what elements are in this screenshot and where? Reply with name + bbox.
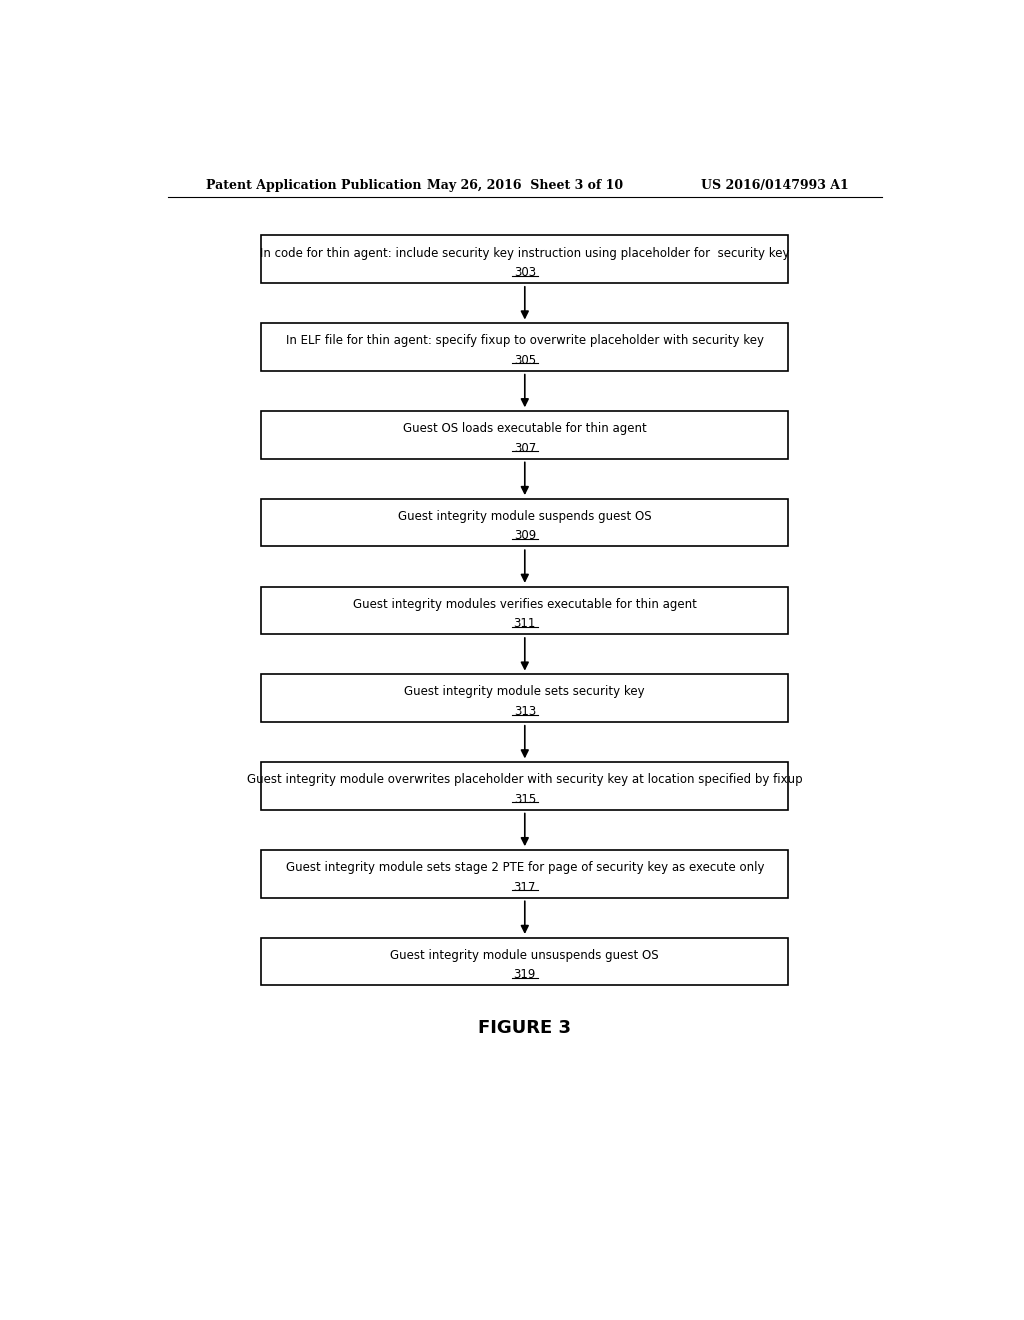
Text: US 2016/0147993 A1: US 2016/0147993 A1 bbox=[701, 178, 849, 191]
Text: 309: 309 bbox=[514, 529, 536, 543]
Text: In code for thin agent: include security key instruction using placeholder for  : In code for thin agent: include security… bbox=[260, 247, 790, 260]
Bar bbox=[261, 762, 788, 810]
Text: Guest integrity module overwrites placeholder with security key at location spec: Guest integrity module overwrites placeh… bbox=[247, 774, 803, 787]
Text: In ELF file for thin agent: specify fixup to overwrite placeholder with security: In ELF file for thin agent: specify fixu… bbox=[286, 334, 764, 347]
Text: FIGURE 3: FIGURE 3 bbox=[478, 1019, 571, 1036]
Bar bbox=[261, 937, 788, 986]
Text: 319: 319 bbox=[514, 969, 536, 981]
Text: Guest integrity module unsuspends guest OS: Guest integrity module unsuspends guest … bbox=[390, 949, 659, 962]
Text: 307: 307 bbox=[514, 442, 536, 454]
Text: Guest integrity module sets stage 2 PTE for page of security key as execute only: Guest integrity module sets stage 2 PTE … bbox=[286, 861, 764, 874]
Bar bbox=[261, 323, 788, 371]
Text: 317: 317 bbox=[514, 880, 536, 894]
Text: May 26, 2016  Sheet 3 of 10: May 26, 2016 Sheet 3 of 10 bbox=[427, 178, 623, 191]
Bar bbox=[261, 499, 788, 546]
Bar bbox=[261, 675, 788, 722]
Text: Patent Application Publication: Patent Application Publication bbox=[206, 178, 421, 191]
Text: Guest integrity module sets security key: Guest integrity module sets security key bbox=[404, 685, 645, 698]
Text: 303: 303 bbox=[514, 267, 536, 279]
Text: 313: 313 bbox=[514, 705, 536, 718]
Bar bbox=[261, 850, 788, 898]
Text: 311: 311 bbox=[514, 618, 536, 630]
Text: Guest OS loads executable for thin agent: Guest OS loads executable for thin agent bbox=[402, 422, 647, 436]
Text: Guest integrity modules verifies executable for thin agent: Guest integrity modules verifies executa… bbox=[353, 598, 696, 611]
Bar bbox=[261, 235, 788, 284]
Text: Guest integrity module suspends guest OS: Guest integrity module suspends guest OS bbox=[398, 510, 651, 523]
Bar bbox=[261, 586, 788, 635]
Text: 315: 315 bbox=[514, 793, 536, 805]
Text: 305: 305 bbox=[514, 354, 536, 367]
Bar bbox=[261, 411, 788, 459]
